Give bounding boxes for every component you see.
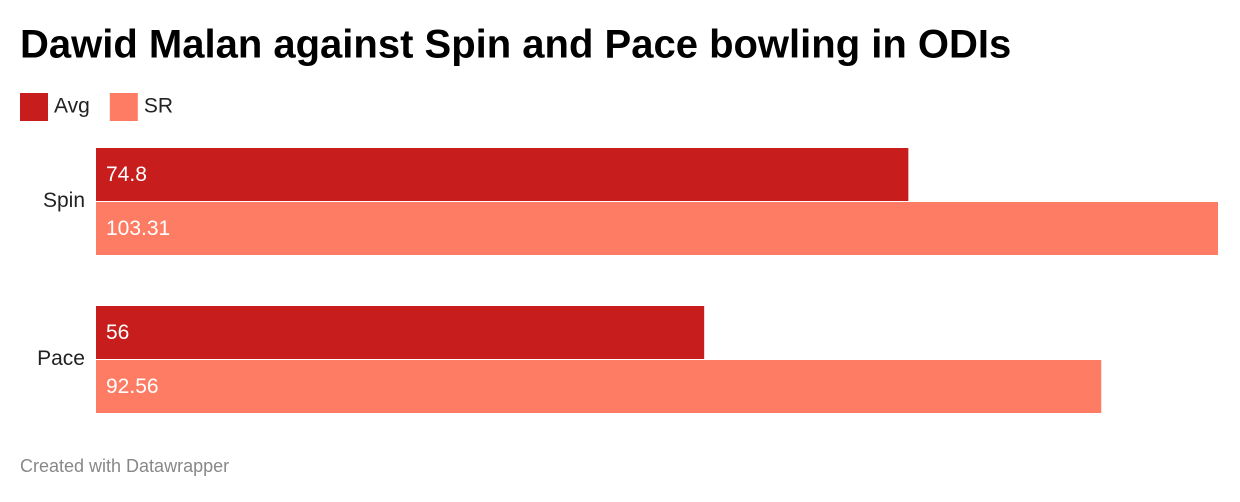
bar [96, 306, 705, 359]
value-label: 56 [106, 321, 129, 344]
legend-label: SR [144, 95, 173, 118]
bar [96, 360, 1102, 413]
chart-title: Dawid Malan against Spin and Pace bowlin… [20, 23, 1011, 67]
value-label: 74.8 [106, 163, 147, 186]
bar [96, 202, 1218, 255]
category-label: Spin [43, 189, 85, 212]
category-label: Pace [37, 347, 85, 370]
bar [96, 148, 909, 201]
legend-swatch [20, 93, 48, 121]
value-label: 103.31 [106, 217, 170, 240]
legend-swatch [109, 93, 138, 121]
value-label: 92.56 [106, 375, 159, 398]
footer: Created with Datawrapper [20, 456, 229, 476]
legend-label: Avg [54, 95, 90, 118]
